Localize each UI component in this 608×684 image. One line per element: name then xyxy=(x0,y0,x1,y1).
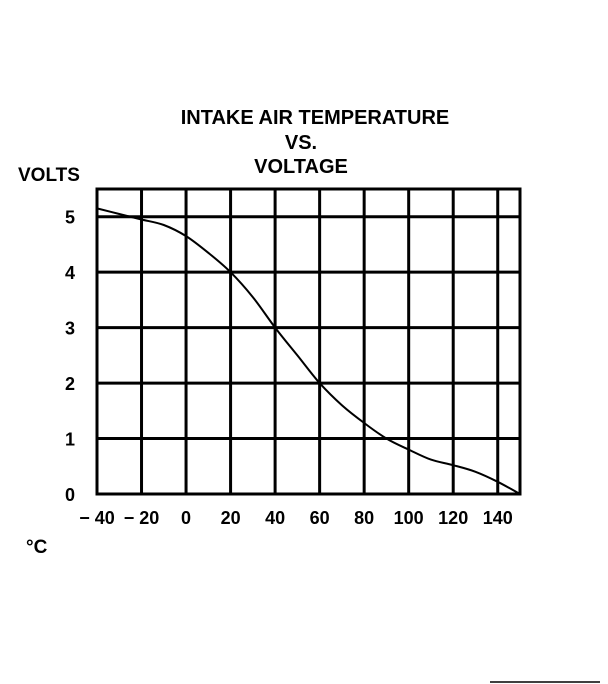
chart-title: INTAKE AIR TEMPERATURE VS. VOLTAGE xyxy=(181,107,450,178)
y-tick-label: 5 xyxy=(65,208,75,228)
chart-title-line-1: INTAKE AIR TEMPERATURE xyxy=(181,107,450,129)
x-tick-label: − 40 xyxy=(79,508,115,528)
series-line xyxy=(96,207,521,495)
y-tick-label: 0 xyxy=(65,485,75,505)
x-tick-label: − 20 xyxy=(124,508,160,528)
x-tick-label: 80 xyxy=(354,508,374,528)
x-tick-label: 100 xyxy=(394,508,424,528)
y-axis-ticks: 0 1 2 3 4 5 xyxy=(65,208,75,505)
grid xyxy=(95,189,520,494)
y-tick-label: 4 xyxy=(65,263,75,283)
x-axis-ticks: − 40 − 20 0 20 40 60 80 100 120 140 xyxy=(79,508,513,528)
x-tick-label: 40 xyxy=(265,508,285,528)
x-tick-label: 140 xyxy=(483,508,513,528)
x-tick-label: 120 xyxy=(438,508,468,528)
chart-title-line-3: VOLTAGE xyxy=(254,156,348,178)
y-tick-label: 2 xyxy=(65,374,75,394)
x-tick-label: 60 xyxy=(310,508,330,528)
y-tick-label: 1 xyxy=(65,430,75,450)
chart-title-line-2: VS. xyxy=(285,132,317,154)
x-axis-unit-label: °C xyxy=(26,537,48,558)
y-axis-unit-label: VOLTS xyxy=(18,165,80,186)
x-tick-label: 20 xyxy=(221,508,241,528)
y-tick-label: 3 xyxy=(65,319,75,339)
x-tick-label: 0 xyxy=(181,508,191,528)
plot-frame xyxy=(95,187,522,496)
